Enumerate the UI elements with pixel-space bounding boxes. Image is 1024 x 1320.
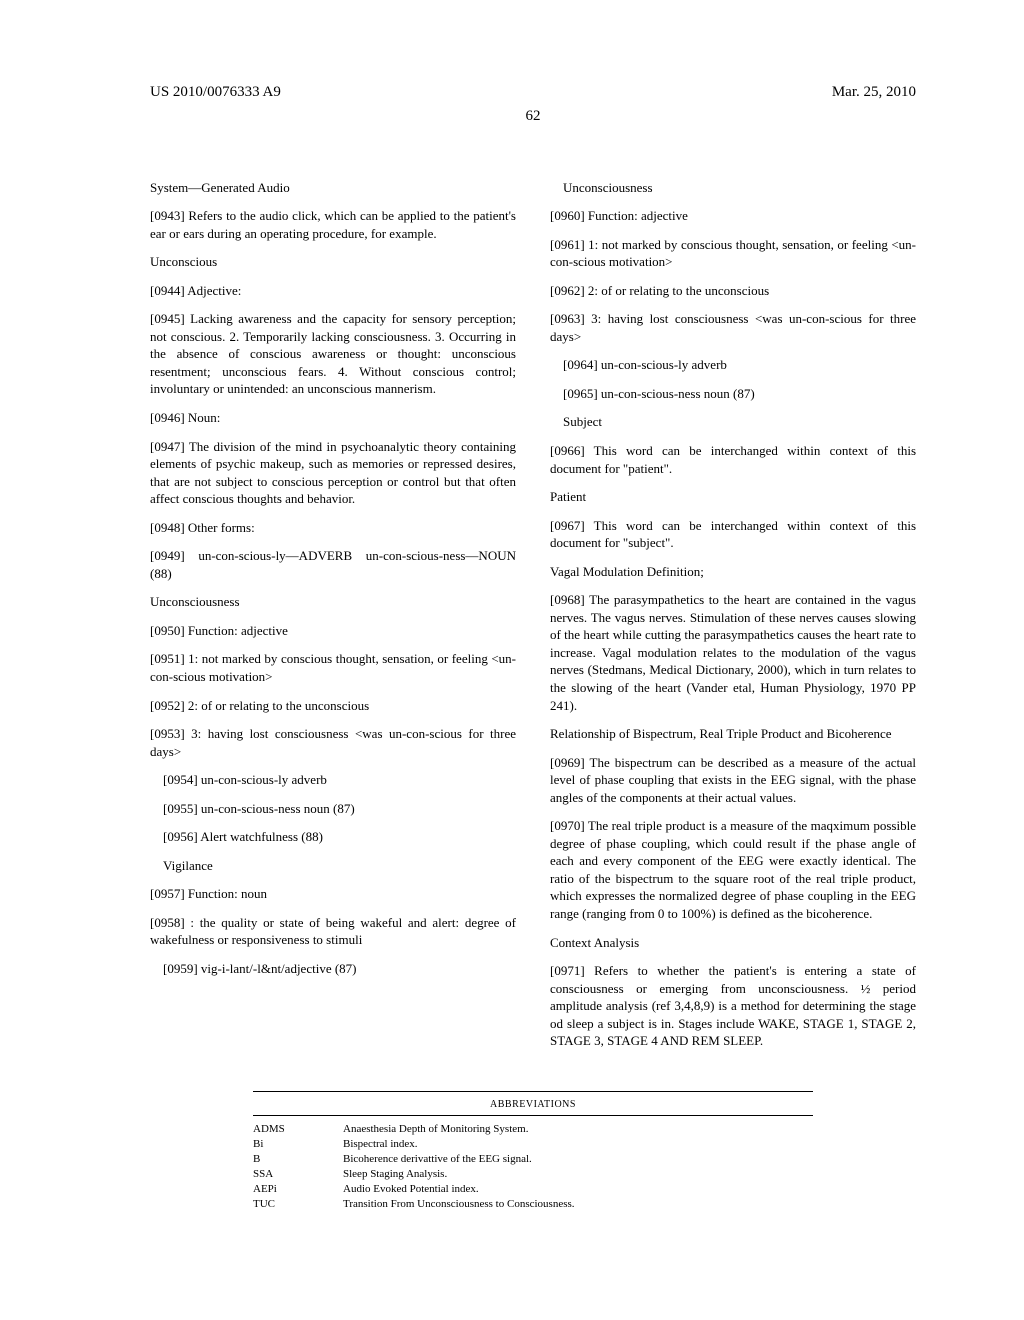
para-0950: [0950] Function: adjective [150, 622, 516, 640]
para-0962: [0962] 2: of or relating to the unconsci… [550, 282, 916, 300]
abbrev-abbr: Bi [253, 1137, 343, 1152]
para-0971: [0971] Refers to whether the patient's i… [550, 962, 916, 1050]
section-patient: Patient [550, 488, 916, 506]
abbrev-abbr: B [253, 1152, 343, 1167]
abbrev-abbr: ADMS [253, 1122, 343, 1137]
section-unconsciousness-l: Unconsciousness [150, 593, 516, 611]
abbrev-def: Anaesthesia Depth of Monitoring System. [343, 1122, 813, 1137]
abbrev-def: Bispectral index. [343, 1137, 813, 1152]
section-unconscious: Unconscious [150, 253, 516, 271]
para-0970: [0970] The real triple product is a meas… [550, 817, 916, 922]
para-0959: [0959] vig-i-lant/-l&nt/adjective (87) [150, 960, 516, 978]
para-0943: [0943] Refers to the audio click, which … [150, 207, 516, 242]
para-0967: [0967] This word can be interchanged wit… [550, 517, 916, 552]
abbreviations-title: ABBREVIATIONS [253, 1098, 813, 1112]
page-number: 62 [150, 106, 916, 126]
right-column: Unconsciousness [0960] Function: adjecti… [550, 179, 916, 1061]
abbrev-row: AEPi Audio Evoked Potential index. [253, 1182, 813, 1197]
publication-number: US 2010/0076333 A9 [150, 82, 281, 102]
abbrev-def: Transition From Unconsciousness to Consc… [343, 1197, 813, 1212]
page-header: US 2010/0076333 A9 Mar. 25, 2010 [150, 82, 916, 102]
section-subject: Subject [550, 413, 916, 431]
para-0945: [0945] Lacking awareness and the capacit… [150, 310, 516, 398]
para-0948: [0948] Other forms: [150, 519, 516, 537]
para-0961: [0961] 1: not marked by conscious though… [550, 236, 916, 271]
para-0965: [0965] un-con-scious-ness noun (87) [550, 385, 916, 403]
abbrev-def: Audio Evoked Potential index. [343, 1182, 813, 1197]
section-vigilance: Vigilance [150, 857, 516, 875]
text-columns: System—Generated Audio [0943] Refers to … [150, 179, 916, 1061]
abbrev-abbr: AEPi [253, 1182, 343, 1197]
abbrev-row: TUC Transition From Unconsciousness to C… [253, 1197, 813, 1212]
abbreviations-table: ABBREVIATIONS ADMS Anaesthesia Depth of … [253, 1091, 813, 1212]
abbrev-abbr: TUC [253, 1197, 343, 1212]
para-0949: [0949] un-con-scious-ly—ADVERB un-con-sc… [150, 547, 516, 582]
para-0966: [0966] This word can be interchanged wit… [550, 442, 916, 477]
para-0951: [0951] 1: not marked by conscious though… [150, 650, 516, 685]
para-0947: [0947] The division of the mind in psych… [150, 438, 516, 508]
section-context: Context Analysis [550, 934, 916, 952]
para-0944: [0944] Adjective: [150, 282, 516, 300]
section-system-audio: System—Generated Audio [150, 179, 516, 197]
abbrev-rule-top [253, 1091, 813, 1092]
para-0964: [0964] un-con-scious-ly adverb [550, 356, 916, 374]
section-unconsciousness-r: Unconsciousness [550, 179, 916, 197]
abbrev-row: ADMS Anaesthesia Depth of Monitoring Sys… [253, 1122, 813, 1137]
para-0955: [0955] un-con-scious-ness noun (87) [150, 800, 516, 818]
abbrev-abbr: SSA [253, 1167, 343, 1182]
abbrev-row: SSA Sleep Staging Analysis. [253, 1167, 813, 1182]
abbrev-def: Bicoherence derivattive of the EEG signa… [343, 1152, 813, 1167]
para-0956: [0956] Alert watchfulness (88) [150, 828, 516, 846]
para-0952: [0952] 2: of or relating to the unconsci… [150, 697, 516, 715]
left-column: System—Generated Audio [0943] Refers to … [150, 179, 516, 1061]
para-0957: [0957] Function: noun [150, 885, 516, 903]
para-0969: [0969] The bispectrum can be described a… [550, 754, 916, 807]
para-0953: [0953] 3: having lost consciousness <was… [150, 725, 516, 760]
para-0968: [0968] The parasympathetics to the heart… [550, 591, 916, 714]
abbrev-row: Bi Bispectral index. [253, 1137, 813, 1152]
para-0958: [0958] : the quality or state of being w… [150, 914, 516, 949]
para-0954: [0954] un-con-scious-ly adverb [150, 771, 516, 789]
section-bispectrum: Relationship of Bispectrum, Real Triple … [550, 725, 916, 743]
publication-date: Mar. 25, 2010 [832, 82, 916, 102]
para-0946: [0946] Noun: [150, 409, 516, 427]
abbrev-row: B Bicoherence derivattive of the EEG sig… [253, 1152, 813, 1167]
para-0960: [0960] Function: adjective [550, 207, 916, 225]
section-vagal: Vagal Modulation Definition; [550, 563, 916, 581]
abbrev-rule-mid [253, 1115, 813, 1116]
para-0963: [0963] 3: having lost consciousness <was… [550, 310, 916, 345]
abbrev-def: Sleep Staging Analysis. [343, 1167, 813, 1182]
